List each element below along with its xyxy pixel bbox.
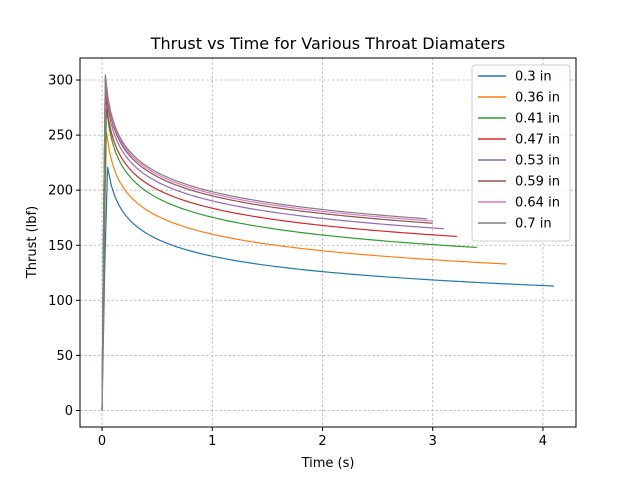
y-tick-label: 200 <box>48 184 73 199</box>
legend-label: 0.7 in <box>515 217 552 232</box>
x-tick-label: 4 <box>539 434 547 449</box>
legend-label: 0.59 in <box>515 175 560 190</box>
legend-label: 0.36 in <box>515 91 560 106</box>
y-tick-label: 100 <box>48 294 73 309</box>
y-tick-label: 300 <box>48 74 73 89</box>
grid-layer <box>80 58 576 427</box>
x-tick-label: 2 <box>318 434 326 449</box>
x-axis-title: Time (s) <box>301 456 355 471</box>
legend-label: 0.47 in <box>515 133 560 148</box>
y-tick-label: 250 <box>48 129 73 144</box>
legend-box <box>471 64 571 242</box>
y-tick-label: 150 <box>48 239 73 254</box>
y-axis-title: Thrust (lbf) <box>25 206 40 279</box>
legend-label: 0.53 in <box>515 154 560 169</box>
series-line <box>101 84 444 411</box>
plot-frame <box>79 57 577 428</box>
series-line <box>101 78 433 411</box>
x-tick-label: 0 <box>98 434 106 449</box>
chart-title: Thrust vs Time for Various Throat Diamat… <box>150 34 506 53</box>
series-line <box>101 131 507 411</box>
legend: 0.3 in 0.36 in 0.41 in 0.47 in 0.53 in 0.59 i… <box>471 64 571 242</box>
legend-label: 0.3 in <box>515 70 552 85</box>
series-line <box>101 93 457 411</box>
y-tick-label: 0 <box>65 404 73 419</box>
y-tick-label: 50 <box>56 349 73 364</box>
series-line <box>101 76 433 411</box>
tick-layer: 0 1 2 3 4 0 50 100 150 200 250 300 <box>48 74 547 449</box>
x-tick-label: 3 <box>429 434 437 449</box>
legend-label: 0.41 in <box>515 112 560 127</box>
x-tick-label: 1 <box>208 434 216 449</box>
legend-label: 0.64 in <box>515 196 560 211</box>
series-layer <box>101 74 554 411</box>
series-line <box>101 74 428 411</box>
series-line <box>101 108 477 411</box>
series-line <box>101 166 554 411</box>
